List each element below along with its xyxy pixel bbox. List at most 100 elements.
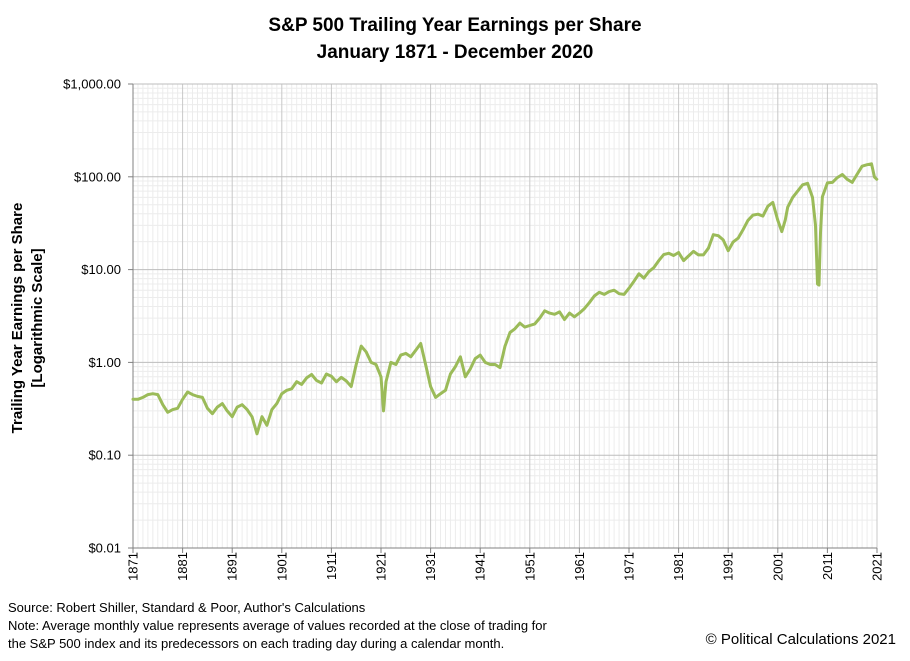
data-point — [325, 372, 328, 376]
data-point — [345, 379, 348, 383]
data-point — [875, 178, 878, 181]
data-point — [791, 196, 794, 199]
data-point — [612, 289, 616, 292]
data-point — [384, 380, 388, 383]
data-point — [260, 415, 264, 418]
data-point — [409, 355, 412, 358]
data-point — [315, 379, 318, 382]
data-point — [141, 396, 145, 399]
source-note: Source: Robert Shiller, Standard & Poor,… — [8, 600, 366, 615]
data-point — [727, 249, 730, 252]
data-point — [707, 247, 710, 250]
data-point — [146, 393, 150, 396]
data-point — [870, 162, 873, 165]
data-point — [295, 380, 298, 383]
data-point — [667, 252, 670, 255]
y-tick-labels: $1,000.00 $100.00 $10.00 $1.00 $0.10 $0.01 — [63, 77, 121, 556]
data-point — [340, 376, 343, 379]
data-point — [786, 206, 789, 209]
data-point — [394, 363, 398, 366]
data-point — [712, 233, 715, 236]
data-point — [811, 196, 814, 199]
data-point — [831, 181, 834, 184]
data-point — [161, 403, 164, 406]
x-tick-label: 1991 — [721, 552, 736, 581]
data-point — [672, 254, 675, 257]
data-point — [350, 385, 353, 388]
data-point — [588, 301, 591, 304]
data-point — [335, 380, 338, 383]
data-point — [751, 213, 755, 217]
data-point — [379, 375, 383, 378]
data-point — [528, 324, 531, 327]
data-point — [558, 310, 561, 314]
data-point — [305, 376, 308, 380]
y-tick-label: $10.00 — [81, 262, 121, 277]
data-point — [841, 173, 844, 176]
data-point — [310, 373, 313, 376]
data-point — [424, 363, 427, 366]
x-tick-label: 1921 — [374, 552, 389, 581]
data-point — [280, 392, 283, 395]
data-point — [166, 411, 169, 414]
data-point — [330, 375, 333, 378]
x-tick-label: 1951 — [522, 552, 537, 581]
data-point — [513, 327, 517, 330]
data-point — [275, 402, 278, 405]
data-point — [836, 176, 839, 179]
data-point — [369, 361, 373, 364]
data-point — [518, 321, 522, 325]
data-point — [578, 311, 581, 315]
data-point — [429, 385, 432, 388]
data-point — [464, 375, 467, 378]
grid — [132, 83, 878, 549]
data-point — [290, 387, 293, 390]
data-point — [245, 408, 249, 411]
data-point — [741, 228, 745, 231]
x-tick-labels: 1871 1881 1891 1901 1911 1921 1931 1941 1951 1961… — [126, 552, 885, 581]
x-tick-label: 1961 — [572, 552, 587, 581]
data-point — [444, 389, 447, 392]
data-point — [814, 224, 817, 227]
data-point — [211, 412, 214, 415]
data-point — [255, 432, 259, 435]
data-point — [538, 316, 541, 320]
data-point — [449, 372, 452, 376]
data-point — [156, 393, 159, 396]
data-point — [419, 342, 422, 345]
data-point — [508, 331, 512, 334]
x-tick-label: 1871 — [126, 552, 141, 581]
data-point — [226, 409, 229, 413]
data-point — [873, 176, 876, 179]
data-point — [598, 291, 601, 294]
data-point — [784, 219, 787, 222]
data-point — [231, 415, 234, 418]
x-tick-label: 1941 — [473, 552, 488, 581]
methodology-note-line-1: Note: Average monthly value represents a… — [8, 618, 547, 633]
x-tick-label: 1891 — [225, 552, 240, 581]
data-point — [270, 408, 274, 411]
data-point — [732, 240, 735, 244]
chart-footer: Source: Robert Shiller, Standard & Poor,… — [8, 599, 547, 653]
data-point — [617, 292, 621, 295]
data-point — [697, 253, 700, 257]
data-point — [488, 363, 492, 366]
data-point — [702, 253, 705, 257]
data-point — [796, 190, 799, 193]
axes — [128, 83, 878, 553]
data-point — [186, 390, 189, 394]
data-point — [761, 214, 765, 218]
data-point — [622, 293, 626, 296]
data-point — [652, 266, 655, 269]
data-point — [553, 313, 556, 316]
data-point — [548, 311, 551, 315]
data-point — [250, 415, 254, 418]
chart-title: S&P 500 Trailing Year Earnings per Share — [268, 15, 641, 36]
data-point — [382, 409, 385, 413]
data-point — [846, 178, 849, 181]
y-tick-label: $0.01 — [88, 541, 121, 556]
data-point — [780, 230, 783, 233]
data-point — [821, 195, 824, 198]
y-axis-label-group: Trailing Year Earnings per Share [Logari… — [9, 203, 46, 434]
